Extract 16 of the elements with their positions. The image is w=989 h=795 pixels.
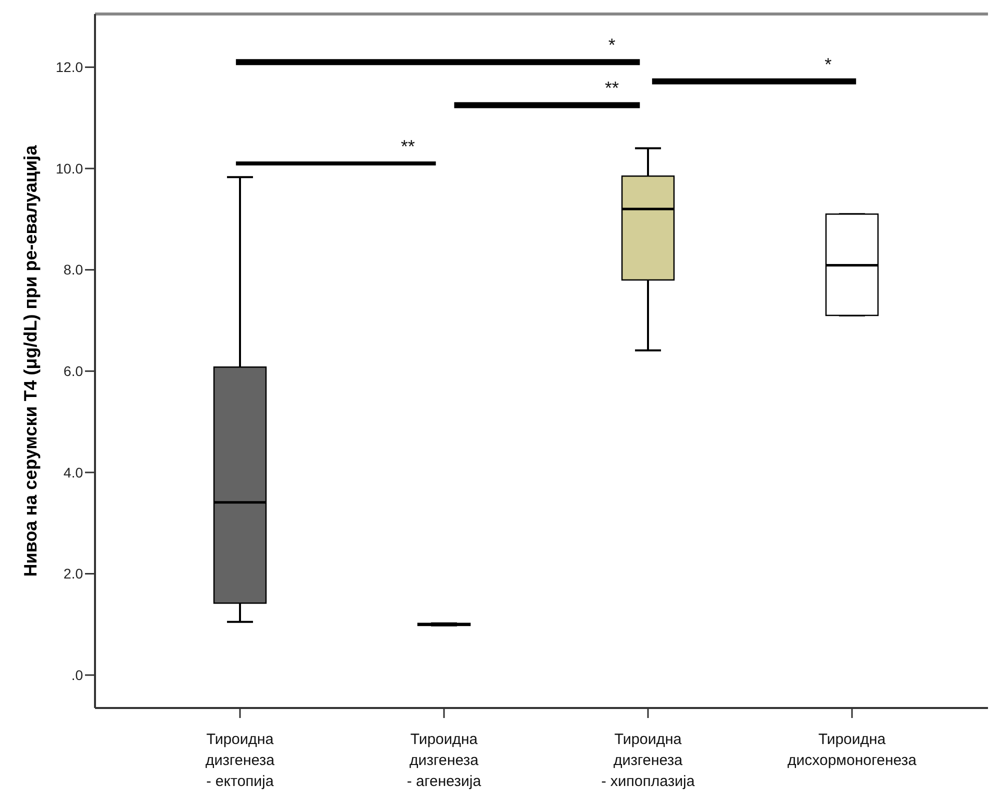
y-tick-label: .0 — [71, 666, 84, 683]
annotation: * — [824, 54, 832, 74]
annotation: ** — [604, 78, 619, 98]
y-tick-label: 4.0 — [64, 464, 84, 480]
y-axis-title: Нивоа на серумски Т4 (μg/dL) при ре-евалуација — [20, 144, 40, 577]
annotation: ** — [400, 136, 415, 156]
y-tick-label: 2.0 — [64, 566, 84, 582]
x-tick-label: Тироидна дизгенеза - ектопија — [205, 731, 276, 790]
x-tick-label: Тироидна дисхормоногенеза — [788, 731, 918, 769]
x-tick-label: Тироидна дизгенеза - агенезија — [406, 731, 482, 790]
y-tick-label: 12.0 — [56, 59, 84, 76]
y-tick-label: 6.0 — [64, 363, 84, 380]
y-tick-label: 10.0 — [56, 160, 84, 176]
y-tick-label: 8.0 — [64, 262, 84, 278]
x-tick-label: Тироидна дизгенеза - хипоплазија — [601, 731, 696, 790]
annotation: * — [608, 35, 616, 56]
